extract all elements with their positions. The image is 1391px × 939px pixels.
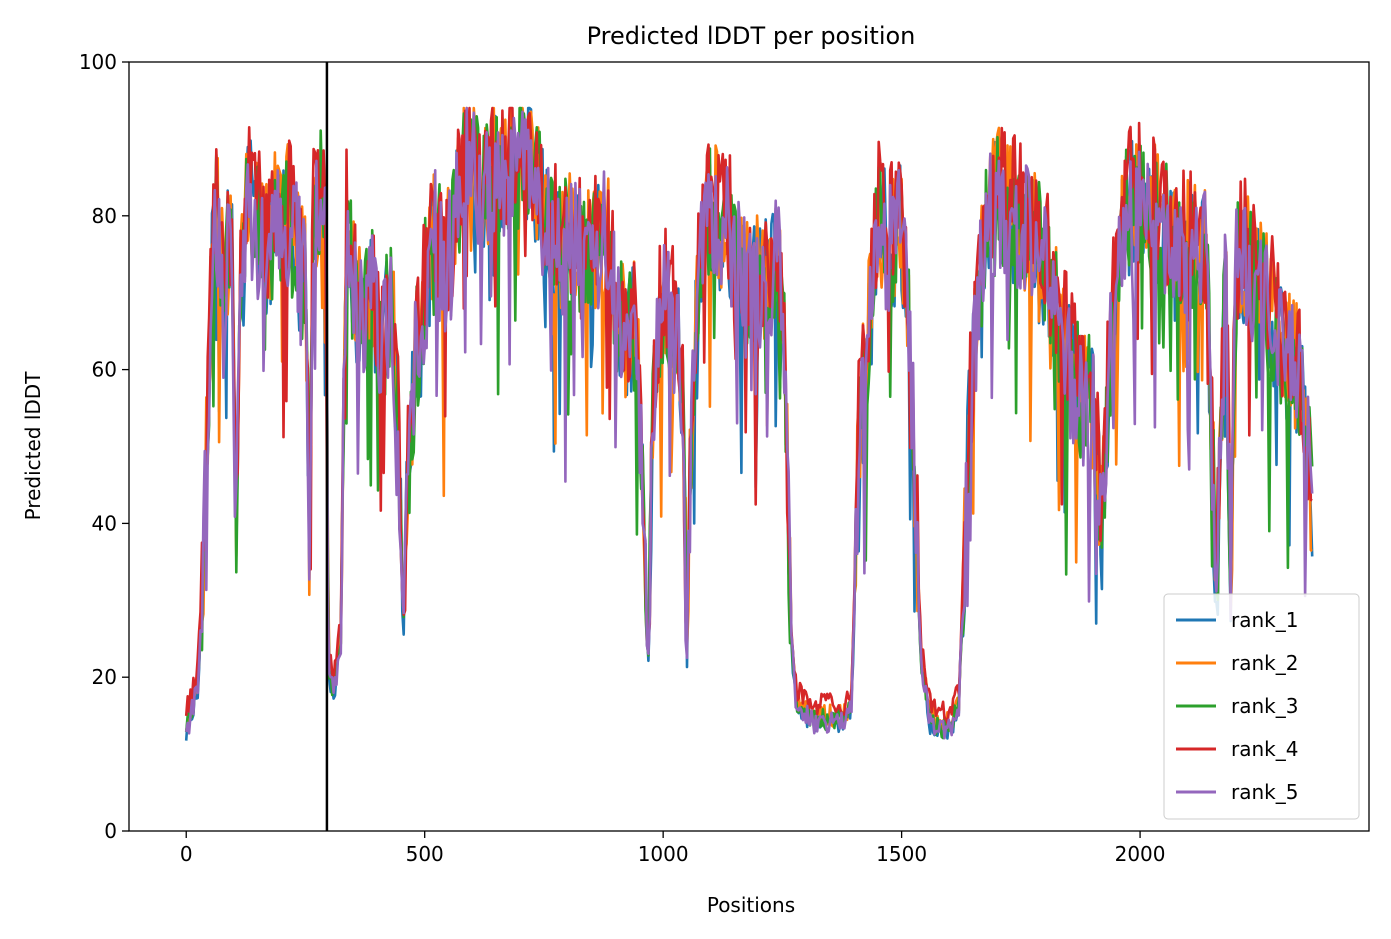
y-tick-label: 20: [92, 665, 117, 689]
legend-label-rank_1: rank_1: [1231, 608, 1298, 632]
x-tick-label: 1000: [638, 842, 689, 866]
legend-label-rank_3: rank_3: [1231, 694, 1298, 718]
x-tick-label: 1500: [876, 842, 927, 866]
legend-box: [1163, 593, 1360, 820]
x-tick-label: 500: [406, 842, 444, 866]
chart-title: Predicted lDDT per position: [587, 22, 916, 50]
y-tick-label: 0: [104, 819, 117, 843]
y-tick-label: 80: [92, 204, 117, 228]
y-tick-label: 60: [92, 358, 117, 382]
x-axis-label: Positions: [707, 893, 795, 917]
series-line-rank_5: [184, 106, 1314, 740]
series-layer: [184, 106, 1314, 741]
x-tick-label: 2000: [1115, 842, 1166, 866]
legend: rank_1 rank_2 rank_3 rank_4 rank_5: [1163, 593, 1360, 820]
axes-frame: [128, 61, 1370, 832]
y-tick-label: 40: [92, 511, 117, 535]
plot-area: [128, 61, 1370, 832]
x-tick-label: 0: [180, 842, 193, 866]
y-axis-label: Predicted lDDT: [21, 371, 45, 521]
x-axis: 0 500 1000 1500 2000: [180, 831, 1166, 866]
legend-label-rank_5: rank_5: [1231, 780, 1298, 804]
y-axis: 0 20 40 60 80 100: [79, 50, 129, 843]
legend-label-rank_4: rank_4: [1231, 737, 1298, 761]
y-tick-label: 100: [79, 50, 117, 74]
legend-label-rank_2: rank_2: [1231, 651, 1298, 675]
